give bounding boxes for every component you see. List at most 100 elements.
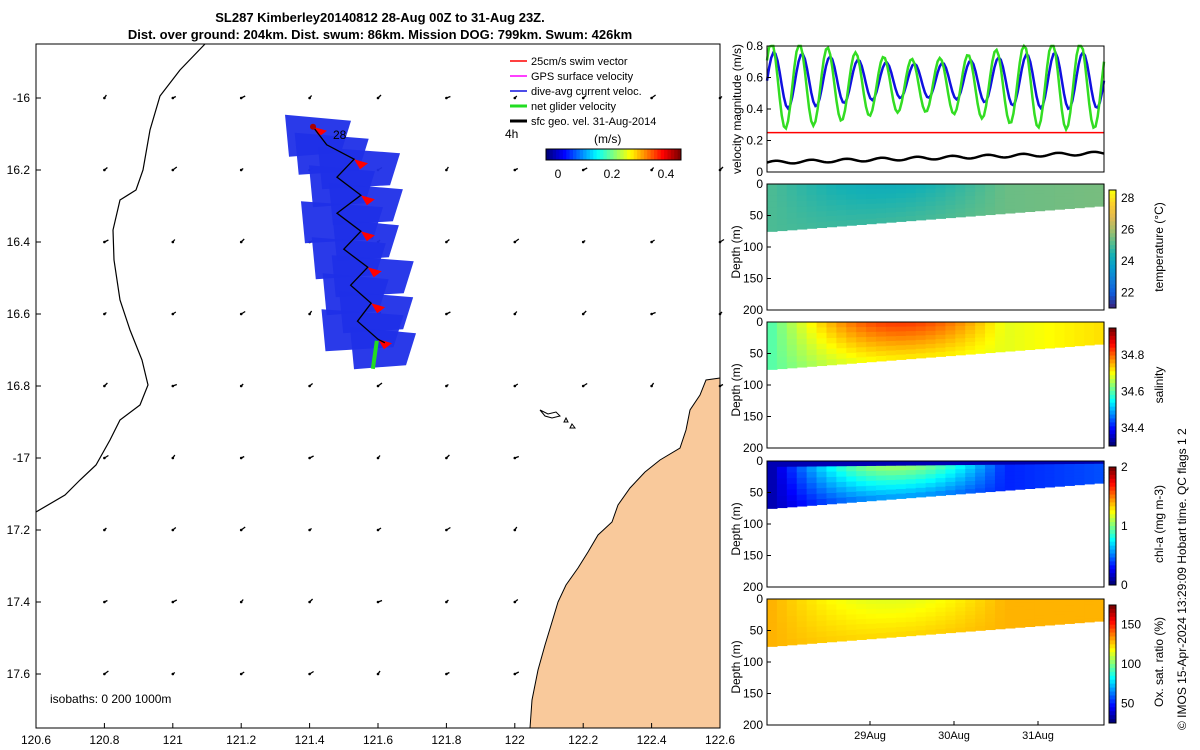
section-colorbar-tick: 24	[1121, 254, 1135, 268]
section-cell	[806, 344, 818, 351]
section-cell	[915, 461, 927, 467]
section-cell	[1004, 613, 1016, 618]
section-cell	[836, 210, 847, 217]
geo-velocity-arrow-base	[513, 312, 517, 316]
section-cell	[975, 610, 986, 616]
section-colorbar-cell	[1109, 284, 1116, 289]
section-cell	[767, 363, 778, 370]
colorbar-tick-label: 0.4	[658, 167, 675, 181]
section-ytick-label: 50	[750, 624, 764, 638]
section-cell	[885, 207, 897, 214]
geo-velocity-arrow-base	[376, 528, 380, 532]
section-cell	[985, 191, 996, 197]
section-colorbar-tick: 34.6	[1121, 385, 1145, 399]
section-cell	[975, 325, 986, 331]
section-cell	[836, 353, 847, 360]
map-colorbar: 0 0.2 0.4	[545, 148, 682, 181]
section-cell	[1094, 195, 1105, 199]
section-cell	[846, 209, 857, 216]
section-cell	[876, 198, 887, 205]
section-cell	[836, 184, 847, 190]
section-cell	[856, 629, 867, 635]
section-colorbar-cell	[1109, 687, 1116, 693]
section-cell	[965, 606, 976, 612]
section-cell	[796, 355, 808, 362]
section-cell	[935, 339, 947, 345]
section-cell	[796, 344, 808, 351]
section-cell	[846, 327, 857, 333]
section-cell	[866, 193, 877, 200]
section-cell	[915, 335, 927, 341]
map-y-ticks: -16 16.2 16.4 16.6 16.8 -17 17.2 17.4 17.6	[7, 91, 41, 681]
section-cell	[876, 346, 887, 352]
section-cell	[955, 599, 966, 604]
section-cell	[885, 461, 897, 467]
section-cell	[856, 609, 867, 615]
section-cell	[1064, 605, 1075, 609]
section-cell	[806, 327, 818, 334]
section-cell	[767, 357, 778, 364]
section-cell	[1004, 599, 1016, 604]
section-cell	[876, 341, 887, 347]
section-cell	[1084, 480, 1095, 485]
section-cell	[1094, 327, 1105, 331]
section-cell	[767, 351, 778, 359]
section-cell	[806, 349, 818, 356]
section-cell	[1044, 611, 1056, 616]
section-cell	[806, 200, 818, 207]
section-cell	[955, 192, 966, 197]
section-cell	[965, 464, 976, 470]
section-cell	[955, 611, 966, 616]
section-cell	[826, 348, 837, 355]
section-cell	[895, 354, 907, 360]
section-cell	[776, 639, 788, 647]
section-cell	[1074, 475, 1085, 480]
map-ytick-label: 17.4	[7, 595, 31, 609]
section-colorbar-cell	[1109, 406, 1116, 412]
section-cell	[1014, 475, 1026, 480]
scale-label: 4h	[505, 127, 518, 141]
section-cell	[767, 466, 778, 474]
section-cell	[846, 461, 857, 467]
section-colorbar-cell	[1109, 522, 1116, 527]
section-cell	[1064, 202, 1075, 206]
section-cell	[1054, 337, 1065, 342]
section-cell	[1024, 201, 1036, 206]
section-cell	[905, 612, 917, 618]
section-ytick-label: 200	[743, 441, 763, 455]
section-cell	[885, 622, 897, 629]
section-cell	[935, 461, 947, 466]
section-cell	[895, 622, 907, 628]
section-ylabel: Depth (m)	[729, 640, 743, 693]
section-colorbar-cell	[1109, 363, 1116, 368]
isobath-1000m	[35, 43, 206, 513]
colorbar-cell	[556, 149, 560, 160]
section-cell	[1084, 341, 1095, 346]
section-cell	[776, 461, 788, 468]
section-cell	[1004, 329, 1016, 334]
geo-velocity-arrow-base	[650, 96, 653, 100]
chl-a-panel: 0 50 100 150 200 Depth (m) 0 1 2 chl-a (mg m-3)	[729, 454, 1166, 594]
section-cell	[965, 461, 976, 466]
section-cell	[945, 465, 956, 470]
colorbar-cell	[576, 149, 581, 160]
section-cell	[925, 210, 937, 216]
section-cell	[915, 197, 927, 203]
section-cell	[1044, 196, 1056, 201]
section-cell	[955, 607, 966, 612]
section-cell	[1014, 616, 1026, 621]
section-cell	[767, 184, 778, 191]
section-cell	[776, 616, 788, 623]
section-cell	[945, 615, 956, 621]
section-cell	[776, 466, 788, 474]
geo-velocity-arrow-base	[103, 672, 106, 676]
colorbar-cell	[606, 149, 611, 160]
section-cell	[1064, 602, 1075, 606]
geo-velocity-arrow-base	[239, 312, 243, 316]
section-cell	[994, 483, 1006, 488]
section-cell	[767, 201, 778, 209]
section-cell	[1084, 478, 1095, 482]
section-colorbar-cell	[1109, 561, 1116, 566]
section-cell	[1004, 205, 1016, 210]
section-cell	[1044, 187, 1056, 192]
